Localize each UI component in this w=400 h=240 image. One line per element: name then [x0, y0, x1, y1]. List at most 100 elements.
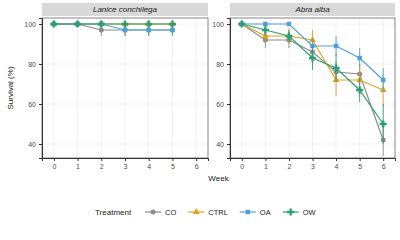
point: [121, 20, 128, 27]
x-tick: 2: [100, 158, 104, 170]
x-tick-mark: [149, 158, 150, 161]
y-tick-mark: [39, 24, 42, 25]
x-tick-mark: [265, 158, 266, 161]
y-tick-mark: [227, 24, 230, 25]
y-axis: 40 60 80 100: [24, 19, 42, 159]
x-tick-mark: [101, 158, 102, 161]
y-tick: 100: [24, 21, 42, 28]
grid-line-x: [336, 18, 337, 158]
x-tick: 5: [358, 158, 362, 170]
legend-symbol: [246, 210, 250, 214]
x-tick-mark: [172, 158, 173, 161]
y-tick-label: 80: [216, 61, 224, 68]
x-tick-label: 3: [124, 163, 128, 170]
point: [356, 86, 363, 93]
series: [239, 21, 385, 156]
strip: [42, 3, 208, 16]
grid-line-x: [77, 18, 78, 158]
panel: Lanice conchilega0123456406080100: [24, 3, 208, 170]
y-tick: 60: [216, 101, 230, 108]
series-line: [242, 24, 383, 80]
x-tick: 1: [76, 158, 80, 170]
x-tick-mark: [78, 158, 79, 161]
x-tick-mark: [125, 158, 126, 161]
grid-line-x: [148, 18, 149, 158]
x-tick: 0: [52, 158, 56, 170]
series-line: [242, 24, 383, 124]
series-line: [54, 24, 173, 30]
plot-marks: [238, 20, 387, 156]
x-tick-mark: [196, 158, 197, 161]
legend-symbol: [193, 208, 200, 214]
point: [285, 32, 292, 39]
point: [122, 27, 127, 32]
grid-line-x: [53, 18, 54, 158]
x-tick: 1: [264, 158, 268, 170]
panel-border: [230, 18, 395, 158]
y-tick-label: 80: [28, 61, 36, 68]
point: [146, 27, 151, 32]
legend-title: Treatment: [95, 208, 132, 217]
point: [357, 56, 361, 60]
grid-line-x: [383, 18, 384, 158]
x-tick-mark: [313, 158, 314, 161]
point: [146, 28, 150, 32]
y-tick-label: 100: [24, 21, 36, 28]
series-line: [54, 23, 173, 24]
legend-symbol: [287, 208, 294, 215]
legend-label: OA: [260, 208, 271, 217]
point: [170, 27, 175, 32]
x-tick-label: 0: [240, 163, 244, 170]
y-tick: 80: [216, 61, 230, 68]
x-axis-line: [43, 159, 209, 162]
y-axis-title: Survival (%): [6, 66, 15, 109]
x-tick: 6: [195, 158, 199, 170]
x-tick: 2: [287, 158, 291, 170]
x-tick: 3: [311, 158, 315, 170]
x-tick-mark: [242, 158, 243, 161]
point: [99, 27, 104, 32]
x-tick: 4: [335, 158, 339, 170]
legend-label: CO: [165, 208, 176, 217]
y-tick-mark: [227, 104, 230, 105]
point: [74, 20, 81, 27]
series-line: [242, 24, 383, 90]
x-tick-label: 4: [147, 163, 151, 170]
y-tick-label: 60: [216, 101, 224, 108]
x-tick-label: 4: [335, 163, 339, 170]
point: [238, 20, 245, 27]
x-tick-mark: [383, 158, 384, 161]
grid: [42, 18, 208, 158]
point: [333, 64, 340, 71]
y-tick-mark: [227, 144, 230, 145]
strip: [230, 3, 395, 16]
x-tick-label: 1: [76, 163, 80, 170]
x-tick-mark: [289, 158, 290, 161]
x-tick-label: 2: [100, 163, 104, 170]
series: [51, 21, 175, 36]
x-tick-mark: [54, 158, 55, 161]
legend-label: OW: [303, 208, 317, 217]
y-tick: 100: [212, 21, 230, 28]
x-axis: 0 1 2 3 4 5 6: [43, 158, 209, 170]
x-tick: 5: [171, 158, 175, 170]
legend-entry: CO: [145, 208, 176, 217]
point: [262, 26, 269, 33]
legend-entry: CTRL: [188, 208, 228, 217]
grid-line-x: [172, 18, 173, 158]
y-tick-mark: [227, 64, 230, 65]
x-tick-label: 6: [195, 163, 199, 170]
series-line: [242, 24, 383, 140]
x-tick-label: 6: [382, 163, 386, 170]
series-line: [54, 24, 173, 30]
y-tick-label: 40: [28, 141, 36, 148]
x-tick-label: 1: [264, 163, 268, 170]
y-tick-label: 60: [28, 101, 36, 108]
legend-label: CTRL: [208, 208, 228, 217]
point: [50, 20, 57, 27]
panel-border: [42, 18, 208, 158]
x-tick-label: 2: [287, 163, 291, 170]
point: [170, 28, 174, 32]
series: [52, 22, 175, 36]
x-tick-label: 5: [358, 163, 362, 170]
